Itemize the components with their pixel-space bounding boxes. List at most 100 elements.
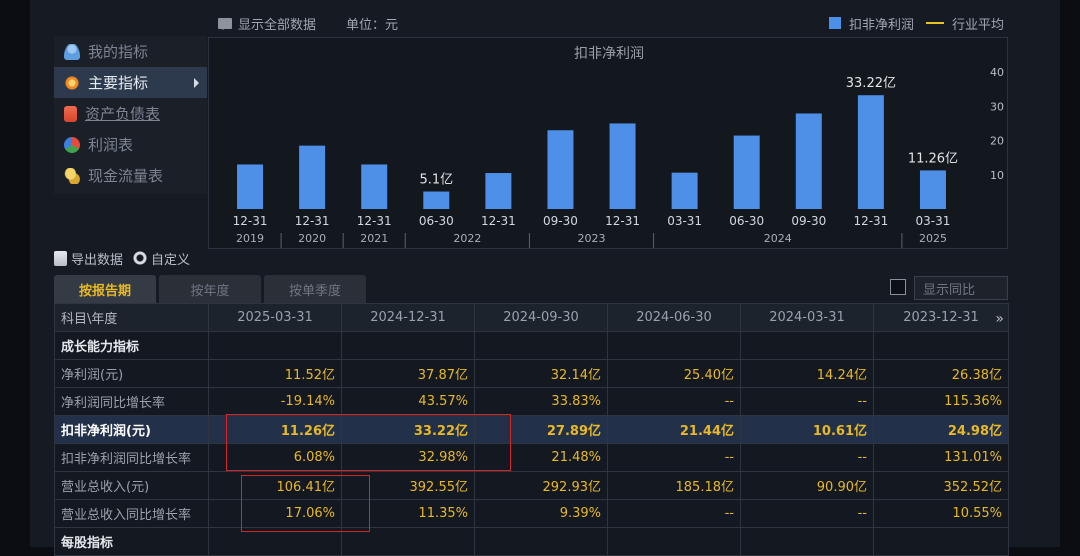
chart-bar[interactable] (423, 191, 450, 209)
column-header-label: 2023-12-31 (903, 310, 979, 325)
show-yoy-checkbox[interactable] (890, 279, 906, 295)
table-cell (873, 331, 1009, 360)
x-tick-label: 12-31 (357, 214, 392, 228)
column-header-date[interactable]: 2024-03-31 (740, 303, 874, 332)
column-header-date[interactable]: 2024-09-30 (474, 303, 608, 332)
table-cell (607, 331, 741, 360)
sidebar-item-cash-flow[interactable]: 现金流量表 (54, 160, 207, 191)
x-tick-label: 06-30 (419, 214, 454, 228)
table-cell: 11.26亿 (208, 415, 342, 444)
table-cell: 11.52亿 (208, 359, 342, 388)
table-cell: 27.89亿 (474, 415, 608, 444)
table-row[interactable]: 净利润(元) 11.52亿 37.87亿 32.14亿 25.40亿 14.24亿 26.3… (54, 359, 1009, 388)
table-cell: 90.90亿 (740, 471, 874, 500)
table-cell: 9.39% (474, 499, 608, 528)
table-cell: 115.36% (873, 387, 1009, 416)
table-cell: -- (607, 499, 741, 528)
comment-icon[interactable] (218, 17, 232, 30)
chart-bar[interactable] (733, 135, 760, 209)
table-row[interactable]: 营业总收入(元) 106.41亿 392.55亿 292.93亿 185.18亿 90.9… (54, 471, 1009, 500)
tab-by-year[interactable]: 按年度 (159, 275, 261, 303)
chart-bar[interactable] (361, 164, 388, 209)
sidebar-item-label: 现金流量表 (88, 167, 164, 185)
table-section-row[interactable]: 成长能力指标 (54, 331, 1009, 360)
sidebar-item-label: 资产负债表 (85, 105, 161, 123)
chart-title: 扣非净利润 (574, 46, 644, 62)
table-cell (341, 527, 475, 556)
table-cell (208, 527, 342, 556)
table-cell: 26.38亿 (873, 359, 1009, 388)
table-row[interactable]: 扣非净利润(元) 11.26亿 33.22亿 27.89亿 21.44亿 10.61亿 24… (54, 415, 1009, 444)
column-header-date[interactable]: 2024-12-31 (341, 303, 475, 332)
chart-canvas: 扣非净利润 10 20 30 40 12-31 12-31 12-31 06-30 12-31 0… (233, 46, 1004, 248)
show-yoy-toggle[interactable]: 显示同比 (914, 276, 1008, 300)
table-cell: 106.41亿 (208, 471, 342, 500)
indicator-table: 科目\年度 2025-03-31 2024-12-31 2024-09-30 2024-… (54, 303, 1009, 556)
tab-by-quarter[interactable]: 按单季度 (264, 275, 366, 303)
chart-bar[interactable] (857, 95, 884, 209)
year-label: 2024 (764, 232, 792, 245)
table-cell: 32.14亿 (474, 359, 608, 388)
table-cell: 292.93亿 (474, 471, 608, 500)
chart-bar[interactable] (609, 123, 636, 209)
sidebar-item-balance-sheet[interactable]: 资产负债表 (54, 98, 207, 129)
chart-bar[interactable] (547, 130, 574, 209)
table-cell (474, 331, 608, 360)
table-cell (740, 331, 874, 360)
row-label: 成长能力指标 (54, 331, 209, 360)
table-cell: 21.44亿 (607, 415, 741, 444)
data-label: 5.1亿 (419, 173, 453, 188)
row-label: 扣非净利润同比增长率 (54, 443, 209, 472)
sidebar-item-label: 我的指标 (88, 43, 149, 61)
table-cell: 17.06% (208, 499, 342, 528)
chart-bar[interactable] (485, 173, 512, 209)
row-label: 每股指标 (54, 527, 209, 556)
table-section-row[interactable]: 每股指标 (54, 527, 1009, 556)
table-cell: -19.14% (208, 387, 342, 416)
year-label: 2022 (453, 232, 481, 245)
sidebar-item-my-indicators[interactable]: 我的指标 (54, 36, 207, 67)
chart-bar[interactable] (237, 164, 264, 209)
export-data-button[interactable]: 导出数据 (71, 252, 124, 268)
table-cell (341, 331, 475, 360)
table-cell (208, 331, 342, 360)
sidebar-item-label: 主要指标 (88, 74, 149, 92)
table-cell: -- (740, 443, 874, 472)
sidebar-item-main-indicators[interactable]: 主要指标 (54, 67, 207, 98)
sidebar: 我的指标 主要指标 资产负债表 利润表 现金流量表 (54, 36, 207, 194)
table-cell: 392.55亿 (341, 471, 475, 500)
table-row[interactable]: 净利润同比增长率 -19.14% 43.57% 33.83% -- -- 115.36% (54, 387, 1009, 416)
table-cell: 14.24亿 (740, 359, 874, 388)
table-cell: 37.87亿 (341, 359, 475, 388)
chart-bar[interactable] (299, 145, 326, 209)
chart-bar[interactable] (795, 113, 822, 209)
customize-button[interactable]: 自定义 (151, 252, 191, 268)
show-all-data-link[interactable]: 显示全部数据 (238, 17, 317, 33)
chart-bar[interactable] (671, 172, 698, 209)
table-cell: 21.48% (474, 443, 608, 472)
sidebar-item-income-statement[interactable]: 利润表 (54, 129, 207, 160)
row-label: 营业总收入(元) (54, 471, 209, 500)
column-header-date[interactable]: 2023-12-31 » (873, 303, 1009, 332)
year-label: 2023 (578, 232, 606, 245)
legend-bar-label[interactable]: 扣非净利润 (848, 17, 914, 33)
table-cell: 33.83% (474, 387, 608, 416)
row-label: 扣非净利润(元) (54, 415, 209, 444)
table-header-row: 科目\年度 2025-03-31 2024-12-31 2024-09-30 2024-… (54, 303, 1009, 332)
tab-by-report-period[interactable]: 按报告期 (54, 275, 156, 303)
double-chevron-right-icon[interactable]: » (995, 311, 1004, 327)
column-header-date[interactable]: 2025-03-31 (208, 303, 342, 332)
table-row[interactable]: 营业总收入同比增长率 17.06% 11.35% 9.39% -- -- 10.55% (54, 499, 1009, 528)
x-tick-label: 12-31 (853, 214, 888, 228)
data-label: 33.22亿 (846, 76, 896, 91)
table-row[interactable]: 扣非净利润同比增长率 6.08% 32.98% 21.48% -- -- 131.01% (54, 443, 1009, 472)
data-label: 11.26亿 (908, 151, 958, 166)
chevron-right-icon (194, 78, 199, 88)
table-cell (607, 527, 741, 556)
chart-bar[interactable] (919, 170, 946, 209)
table-cell: 11.35% (341, 499, 475, 528)
column-header-subject: 科目\年度 (54, 303, 209, 332)
row-label: 营业总收入同比增长率 (54, 499, 209, 528)
column-header-date[interactable]: 2024-06-30 (607, 303, 741, 332)
legend-line-label[interactable]: 行业平均 (951, 17, 1004, 33)
